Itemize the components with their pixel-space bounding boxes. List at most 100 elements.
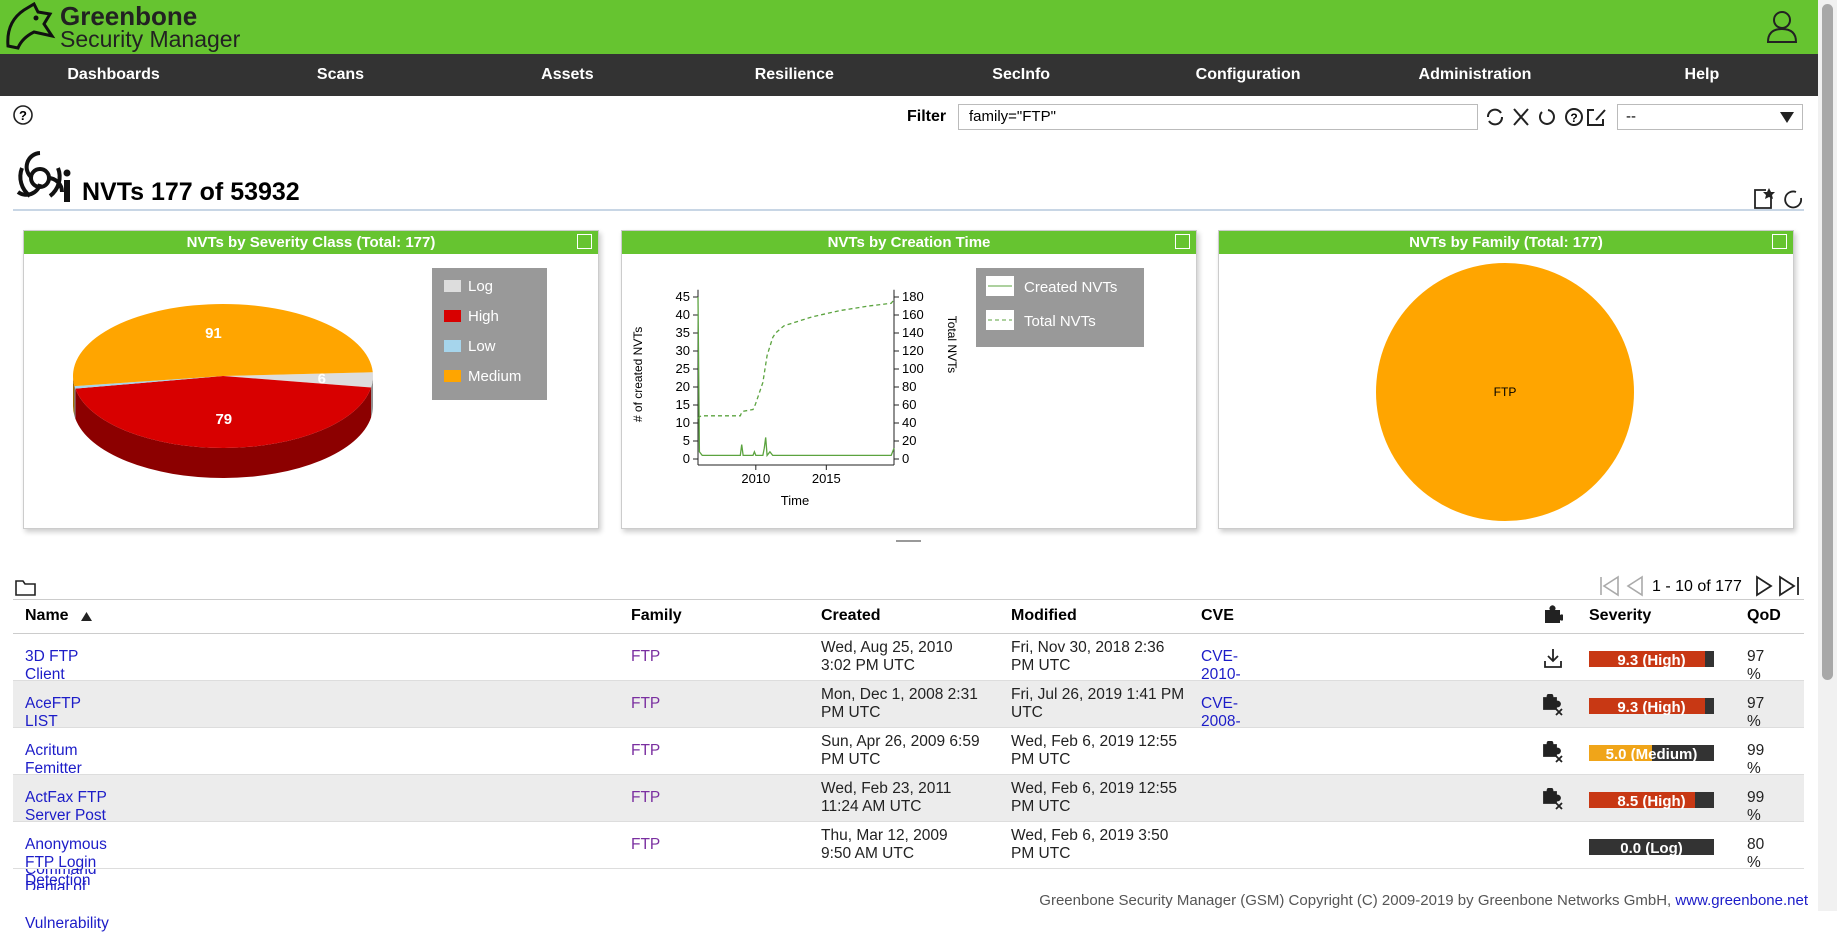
severity-bar: 8.5 (High)	[1589, 792, 1714, 810]
column-header[interactable]: CVE	[1201, 607, 1234, 624]
svg-text:?: ?	[1570, 111, 1577, 125]
filter-icons[interactable]: ?	[1484, 104, 1609, 130]
severity-fill	[1589, 698, 1706, 714]
pie-side	[75, 387, 372, 478]
footer-link[interactable]: www.greenbone.net	[1675, 892, 1808, 909]
x-axis-label: Time	[781, 493, 809, 508]
filter-select[interactable]: --	[1617, 104, 1803, 130]
y2-tick-label: 140	[902, 325, 924, 340]
modified: Wed, Feb 6, 2019 3:50 PM UTC	[1011, 827, 1169, 862]
slice-label: FTP	[1494, 385, 1517, 399]
select-arrow	[1780, 112, 1794, 123]
brand: Greenbone	[60, 1, 198, 31]
pager-next[interactable]	[1754, 574, 1804, 598]
nav-item[interactable]: Assets	[541, 66, 594, 83]
modified: Wed, Feb 6, 2019 12:55 PM UTC	[1011, 733, 1178, 768]
severity-bar: 9.3 (High)	[1589, 651, 1714, 669]
panel: NVTs by Family (Total: 177) FTP	[1218, 230, 1794, 529]
resize-handle[interactable]	[896, 540, 921, 542]
nvt-family[interactable]: FTP	[631, 648, 661, 665]
y-tick-label: 10	[676, 415, 690, 430]
y2-tick-label: 0	[902, 451, 909, 466]
nvt-family[interactable]: FTP	[631, 742, 661, 759]
panel: NVTs by Creation Time 0 5 10 15 20 25 30 35 40 45 0…	[621, 230, 1197, 529]
modified: Wed, Feb 6, 2019 12:55 PM UTC	[1011, 780, 1178, 815]
nav-item[interactable]: Help	[1684, 66, 1720, 83]
slice-label: 79	[215, 411, 232, 428]
pager-text: 1 - 10 of 177	[1652, 578, 1742, 595]
nvt-family[interactable]: FTP	[631, 695, 661, 712]
column-header: QoD	[1747, 607, 1781, 624]
legend-label: Log	[468, 278, 493, 295]
pie-side	[371, 376, 373, 418]
y2-tick-label: 40	[902, 415, 916, 430]
nav-item[interactable]: Dashboards	[67, 66, 160, 83]
series-line	[697, 299, 895, 419]
y-tick-label: 45	[676, 289, 690, 304]
nav-item[interactable]: Administration	[1418, 66, 1532, 83]
column-header[interactable]: Name	[25, 607, 69, 624]
puzzle	[1545, 605, 1563, 623]
header: Greenbone Security Manager	[0, 0, 1818, 54]
panel-title: NVTs by Family (Total: 177)	[1219, 231, 1793, 254]
nvt-family[interactable]: FTP	[631, 789, 661, 806]
scroll-thumb[interactable]	[1822, 4, 1833, 680]
pie-side	[74, 386, 76, 419]
legend-label: High	[468, 308, 499, 325]
legend-label: Created NVTs	[1024, 279, 1117, 296]
slice-label: 91	[205, 325, 222, 342]
y-tick-label: 15	[676, 397, 690, 412]
svg-text:?: ?	[19, 108, 27, 123]
user-icon[interactable]	[1765, 10, 1799, 44]
solution-icon	[1543, 788, 1563, 810]
sort-arrow-shape	[81, 612, 92, 621]
close-button[interactable]	[1772, 234, 1787, 249]
y2-tick-label: 20	[902, 433, 916, 448]
help-icon[interactable]: ?	[12, 104, 34, 126]
y-tick-label: 35	[676, 325, 690, 340]
product: Security Manager	[60, 26, 241, 52]
modified: Fri, Nov 30, 2018 2:36 PM UTC	[1011, 639, 1165, 674]
nvt-icon	[16, 151, 71, 202]
series-line	[697, 296, 895, 458]
filter-input[interactable]: family="FTP"	[958, 104, 1478, 130]
scrollbar[interactable]	[1818, 0, 1837, 911]
close-button[interactable]	[577, 234, 592, 249]
nvt-name[interactable]: Anonymous FTP Login Detection	[25, 836, 107, 889]
column-header[interactable]: Modified	[1011, 607, 1077, 624]
icon-shape	[1543, 694, 1563, 716]
pie-slice	[223, 372, 373, 388]
footer-text: Greenbone Security Manager (GSM) Copyrig…	[1039, 892, 1676, 909]
select-value: --	[1626, 108, 1636, 125]
nav-item[interactable]: Resilience	[754, 66, 834, 83]
severity-label: 0.0 (Log)	[1620, 840, 1683, 857]
column-header[interactable]: Family	[631, 607, 682, 624]
pager-prev[interactable]	[1598, 574, 1648, 598]
y-tick-label: 0	[683, 451, 690, 466]
nav-item[interactable]: SecInfo	[992, 66, 1051, 83]
legend-label: Medium	[468, 368, 521, 385]
pie-slice	[1376, 263, 1634, 521]
qod: 99 %	[1747, 789, 1765, 824]
y2-tick-label: 80	[902, 379, 916, 394]
table-row	[13, 775, 1804, 822]
column-header[interactable]: Created	[821, 607, 881, 624]
created: Wed, Feb 23, 2011 11:24 AM UTC	[821, 780, 952, 815]
legend-label: Total NVTs	[1024, 313, 1096, 330]
nav-item[interactable]: Configuration	[1195, 66, 1301, 83]
y-tick-label: 40	[676, 307, 690, 322]
folder-icon[interactable]	[14, 577, 38, 597]
pie-side	[73, 376, 75, 417]
close-button[interactable]	[1175, 234, 1190, 249]
severity-bar: 9.3 (High)	[1589, 698, 1714, 716]
qod: 97 %	[1747, 695, 1765, 730]
legend-swatch	[444, 340, 461, 352]
dashboard-icons[interactable]	[1752, 186, 1807, 210]
nav-item[interactable]: Scans	[316, 66, 365, 83]
legend-swatch	[444, 280, 461, 292]
legend-swatch	[444, 370, 461, 382]
nvt-family[interactable]: FTP	[631, 836, 661, 853]
severity-label: 5.0 (Medium)	[1605, 746, 1698, 763]
column-header[interactable]: Severity	[1589, 607, 1652, 624]
